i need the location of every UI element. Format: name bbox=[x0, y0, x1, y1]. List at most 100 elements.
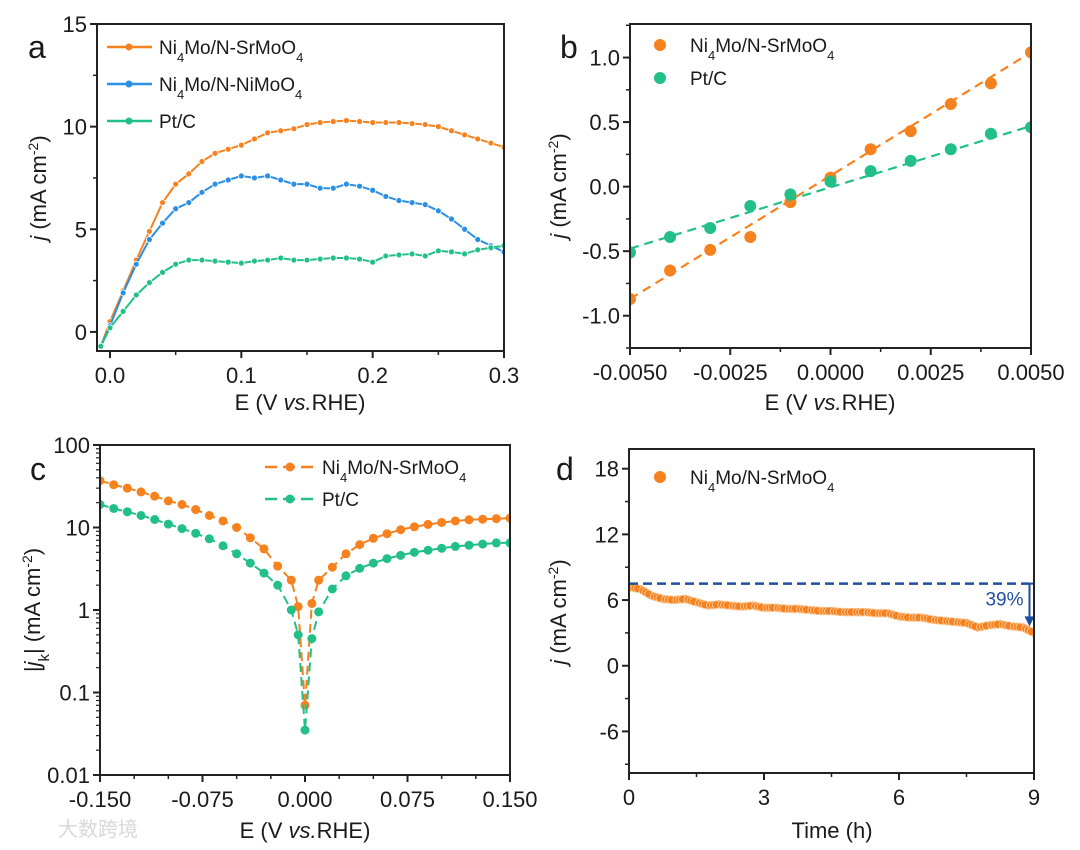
y-tick-label: -0.5 bbox=[582, 239, 620, 264]
data-point bbox=[232, 549, 242, 559]
data-point bbox=[505, 538, 510, 548]
data-point bbox=[343, 254, 350, 262]
data-point bbox=[704, 221, 717, 234]
panel-letter: a bbox=[28, 29, 46, 65]
x-tick-label: -0.0050 bbox=[593, 360, 668, 385]
data-point bbox=[277, 254, 285, 262]
data-point bbox=[185, 170, 193, 178]
data-point bbox=[146, 279, 153, 287]
text-part: j bbox=[20, 660, 45, 669]
data-point bbox=[237, 259, 245, 267]
watermark: 大数跨境 bbox=[58, 818, 138, 841]
data-point bbox=[423, 519, 433, 529]
data-point bbox=[204, 510, 214, 520]
text-part: 4 bbox=[295, 87, 302, 102]
legend-marker bbox=[125, 117, 133, 125]
series-Ni4Mo/N-SrMoO4 bbox=[100, 476, 510, 710]
data-point bbox=[245, 533, 255, 543]
legend-label: Ni4Mo/N-SrMoO4 bbox=[322, 458, 466, 485]
text-part: RHE) bbox=[317, 818, 371, 843]
data-point bbox=[211, 149, 219, 157]
text-part: vs. bbox=[814, 390, 842, 415]
data-point bbox=[150, 491, 160, 501]
text-part: -2 bbox=[19, 555, 35, 568]
series-Pt/C bbox=[630, 121, 1031, 259]
data-point bbox=[185, 256, 193, 264]
data-point bbox=[132, 260, 140, 268]
data-point bbox=[232, 523, 242, 532]
x-tick-label: -0.075 bbox=[171, 787, 233, 812]
x-tick-label: 0.150 bbox=[482, 787, 537, 812]
data-point bbox=[100, 476, 105, 486]
data-point bbox=[409, 522, 419, 532]
x-tick-label: 0.1 bbox=[226, 363, 257, 388]
data-point bbox=[343, 180, 350, 188]
data-point bbox=[744, 230, 757, 243]
data-point bbox=[474, 236, 482, 243]
data-point bbox=[290, 125, 298, 133]
data-point bbox=[100, 500, 105, 510]
text-part: -2 bbox=[545, 140, 561, 153]
text-part: Pt/C bbox=[322, 490, 359, 511]
legend-marker bbox=[125, 43, 133, 51]
legend-item: Pt/C bbox=[654, 69, 727, 90]
series-Pt/C bbox=[97, 242, 504, 350]
legend-item: Pt/C bbox=[107, 112, 196, 133]
data-point bbox=[461, 131, 469, 139]
data-point bbox=[341, 571, 351, 581]
data-point bbox=[329, 254, 337, 262]
x-tick-label: 0.3 bbox=[489, 363, 520, 388]
text-part: j bbox=[26, 235, 51, 244]
y-axis-title: j (mA cm-2) bbox=[545, 559, 571, 667]
data-point bbox=[382, 529, 392, 539]
series-Ni4Mo/N-SrMoO4 bbox=[630, 46, 1031, 305]
text-part: Pt/C bbox=[690, 69, 727, 90]
data-point bbox=[491, 538, 501, 548]
data-point bbox=[784, 188, 797, 201]
data-point bbox=[286, 605, 296, 615]
data-point bbox=[119, 307, 127, 315]
data-point bbox=[450, 516, 460, 526]
data-point bbox=[408, 120, 416, 127]
text-part: Ni bbox=[159, 75, 177, 96]
data-point bbox=[191, 528, 201, 538]
legend-marker bbox=[654, 72, 666, 84]
text-part: Ni bbox=[690, 36, 708, 57]
data-point bbox=[303, 121, 311, 128]
data-point bbox=[303, 180, 311, 188]
data-point bbox=[461, 225, 469, 233]
data-point bbox=[122, 507, 132, 517]
data-point bbox=[106, 324, 114, 332]
data-point bbox=[630, 292, 636, 305]
data-point bbox=[382, 119, 390, 126]
data-point bbox=[329, 118, 337, 125]
data-point bbox=[159, 219, 166, 227]
y-tick-label: 100 bbox=[53, 433, 90, 458]
x-tick-label: 0 bbox=[623, 785, 635, 810]
data-point bbox=[356, 255, 363, 263]
data-point bbox=[224, 176, 232, 184]
data-point bbox=[159, 268, 166, 276]
y-tick-label: 10 bbox=[63, 115, 87, 140]
y-tick-label: 6 bbox=[607, 588, 619, 613]
data-point bbox=[904, 125, 917, 138]
data-point bbox=[355, 540, 365, 550]
data-point bbox=[984, 77, 997, 90]
text-part: Mo/N-NiMoO bbox=[184, 75, 295, 96]
data-point bbox=[251, 174, 258, 182]
data-point bbox=[224, 145, 232, 153]
data-point bbox=[316, 184, 324, 192]
data-point bbox=[487, 139, 495, 147]
y-tick-label: -6 bbox=[599, 719, 619, 744]
legend-item: Ni4Mo/N-SrMoO4 bbox=[654, 468, 834, 495]
series-Ni4Mo/N-SrMoO4 bbox=[629, 582, 1034, 637]
data-point bbox=[314, 575, 324, 585]
data-point bbox=[218, 516, 228, 526]
text-part: Ni bbox=[690, 468, 708, 489]
data-point bbox=[177, 500, 187, 510]
legend-marker bbox=[654, 39, 666, 51]
x-axis-title: E (V vs.RHE) bbox=[765, 390, 896, 415]
data-point bbox=[163, 496, 173, 506]
data-point bbox=[944, 98, 957, 111]
panel-letter: d bbox=[556, 451, 574, 487]
